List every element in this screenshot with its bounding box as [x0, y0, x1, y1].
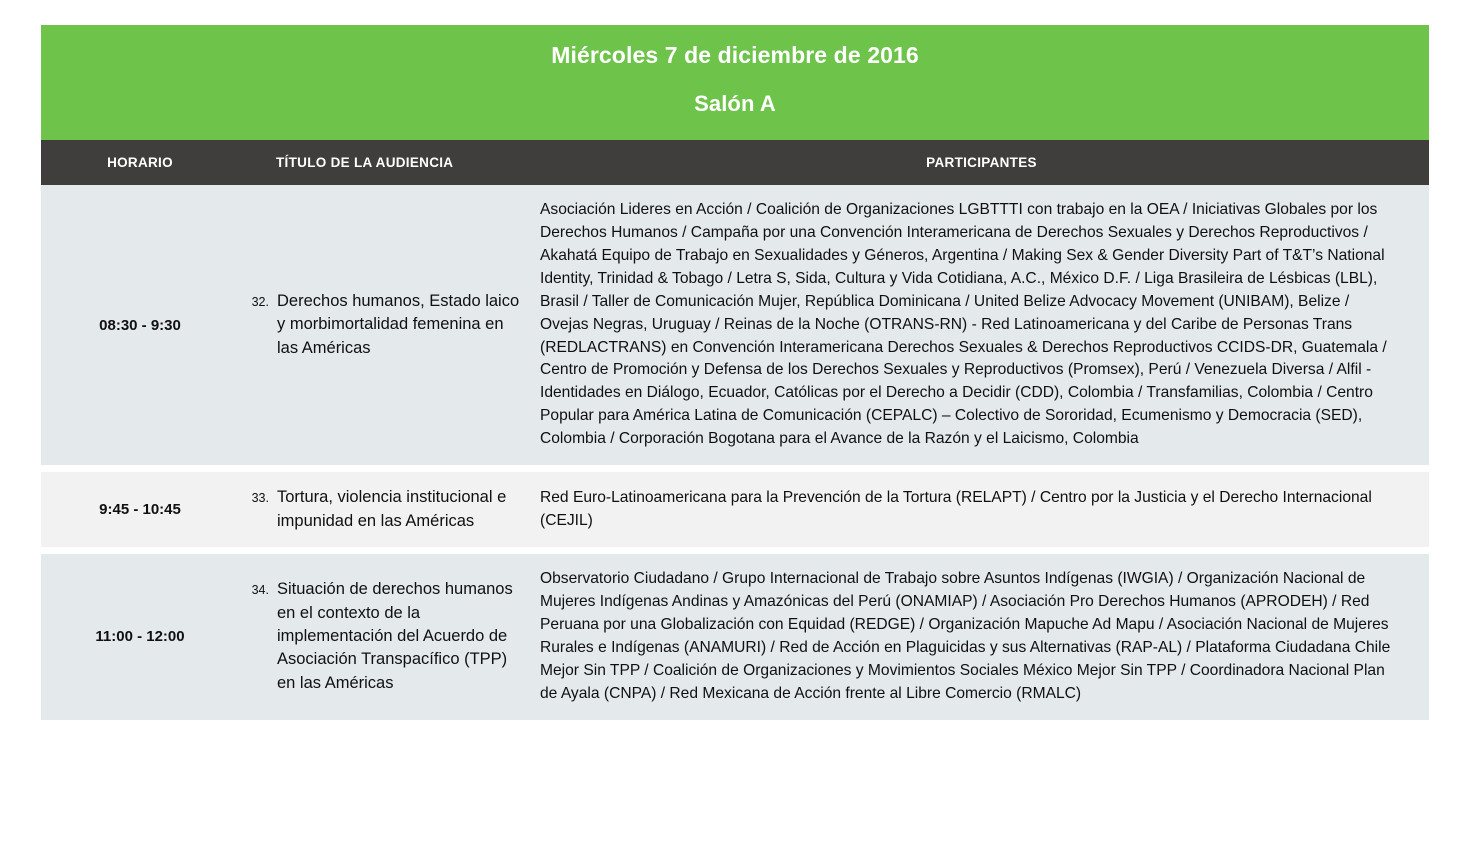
- banner-date: Miércoles 7 de diciembre de 2016: [551, 42, 919, 68]
- column-header-titulo: TÍTULO DE LA AUDIENCIA: [276, 155, 454, 170]
- cell-horario: 08:30 - 9:30: [99, 316, 181, 334]
- table-column-header: HORARIO TÍTULO DE LA AUDIENCIA PARTICIPA…: [41, 140, 1429, 185]
- cell-titulo: 32. Derechos humanos, Estado laico y mor…: [239, 185, 534, 465]
- table-row: 08:30 - 9:30 32. Derechos humanos, Estad…: [41, 185, 1429, 473]
- participants-text: Asociación Lideres en Acción / Coalición…: [540, 201, 1387, 448]
- cell-participantes: Observatorio Ciudadano / Grupo Internaci…: [534, 554, 1429, 720]
- table-row: 11:00 - 12:00 34. Situación de derechos …: [41, 553, 1429, 720]
- cell-horario: 11:00 - 12:00: [95, 628, 185, 646]
- cell-participantes: Red Euro-Latinoamericana para la Prevenc…: [534, 472, 1429, 547]
- hearing-number: 33.: [251, 491, 269, 506]
- table-row: 9:45 - 10:45 33. Tortura, violencia inst…: [41, 472, 1429, 554]
- hearing-title: Tortura, violencia institucional e impun…: [277, 488, 507, 530]
- cell-titulo: 33. Tortura, violencia institucional e i…: [239, 472, 534, 547]
- participants-text: Red Euro-Latinoamericana para la Prevenc…: [540, 488, 1372, 529]
- hearings-schedule-table: Miércoles 7 de diciembre de 2016 Salón A…: [41, 25, 1429, 720]
- hearing-number: 34.: [251, 583, 269, 598]
- cell-participantes: Asociación Lideres en Acción / Coalición…: [534, 185, 1429, 465]
- cell-horario: 9:45 - 10:45: [99, 501, 181, 519]
- hearing-number: 32.: [251, 294, 269, 309]
- column-header-horario: HORARIO: [107, 155, 173, 170]
- participants-text: Observatorio Ciudadano / Grupo Internaci…: [540, 569, 1391, 702]
- cell-titulo: 34. Situación de derechos humanos en el …: [239, 554, 534, 720]
- hearing-title: Derechos humanos, Estado laico y morbimo…: [277, 291, 520, 357]
- hearing-title: Situación de derechos humanos en el cont…: [277, 580, 513, 692]
- column-header-participantes: PARTICIPANTES: [926, 155, 1037, 170]
- schedule-banner: Miércoles 7 de diciembre de 2016 Salón A: [41, 25, 1429, 140]
- banner-room: Salón A: [694, 90, 776, 116]
